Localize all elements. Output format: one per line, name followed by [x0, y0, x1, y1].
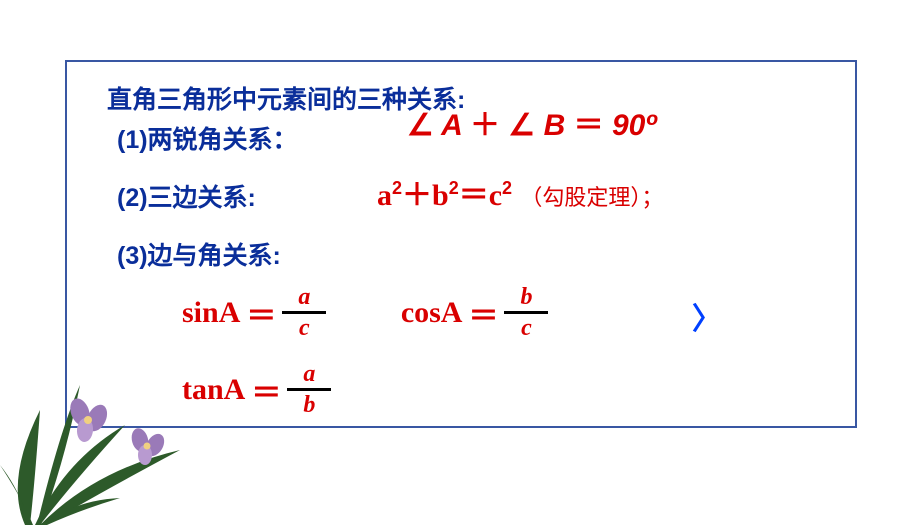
fraction-bar [282, 311, 326, 314]
trig-row-1: sinA ＝ a c cosA ＝ b c [182, 285, 618, 340]
fraction-bar [504, 311, 548, 314]
equals-sign: ＝ [468, 291, 498, 335]
var-c: c [489, 179, 502, 212]
numerator: a [297, 362, 321, 386]
var-b: b [432, 179, 449, 212]
var-a: a [377, 179, 392, 212]
exp-2: 2 [392, 178, 402, 198]
equals-sign: ＝ [251, 368, 281, 412]
sin-name: sinA [182, 296, 240, 330]
fraction: b c [504, 285, 548, 340]
plus-sign: ＋ [402, 179, 432, 212]
equals-sign: ＝ [246, 291, 276, 335]
subheading-3: (3)边与角关系: [117, 236, 825, 272]
angle-B: B [544, 109, 566, 142]
denominator: c [293, 316, 316, 340]
exp-2: 2 [502, 178, 512, 198]
fraction-bar [287, 388, 331, 391]
content-box: 直角三角形中元素间的三种关系: (1)两锐角关系： ∠ A ＋ ∠ B ＝ 90… [65, 60, 857, 428]
subheading-1: (1)两锐角关系： [117, 120, 298, 156]
denominator: c [515, 316, 538, 340]
fraction: a c [282, 285, 326, 340]
numerator: a [292, 285, 316, 309]
equals-sign: ＝ [459, 179, 489, 212]
trig-row-2: tanA ＝ a b [182, 362, 401, 417]
angle-A: A [441, 109, 462, 142]
exp-2: 2 [449, 178, 459, 198]
ninety-deg: 90º [612, 109, 656, 142]
cos-expression: cosA ＝ b c [401, 285, 549, 340]
plus-sign: ＋ [470, 109, 500, 142]
pyth-note: （勾股定理）； [520, 185, 663, 210]
equals-sign: ＝ [574, 109, 604, 142]
stray-mark: 〉 [692, 294, 722, 338]
cos-name: cosA [401, 296, 463, 330]
tan-expression: tanA ＝ a b [182, 362, 331, 417]
tan-name: tanA [182, 373, 245, 407]
fraction: a b [287, 362, 331, 417]
denominator: b [297, 393, 321, 417]
angle-symbol: ∠ [407, 109, 434, 142]
sin-expression: sinA ＝ a c [182, 285, 326, 340]
numerator: b [514, 285, 538, 309]
angle-symbol: ∠ [508, 109, 535, 142]
pythagoras-equation: a2＋b2＝c2 （勾股定理）； [377, 170, 663, 214]
angle-sum-equation: ∠ A ＋ ∠ B ＝ 90º [407, 100, 656, 144]
